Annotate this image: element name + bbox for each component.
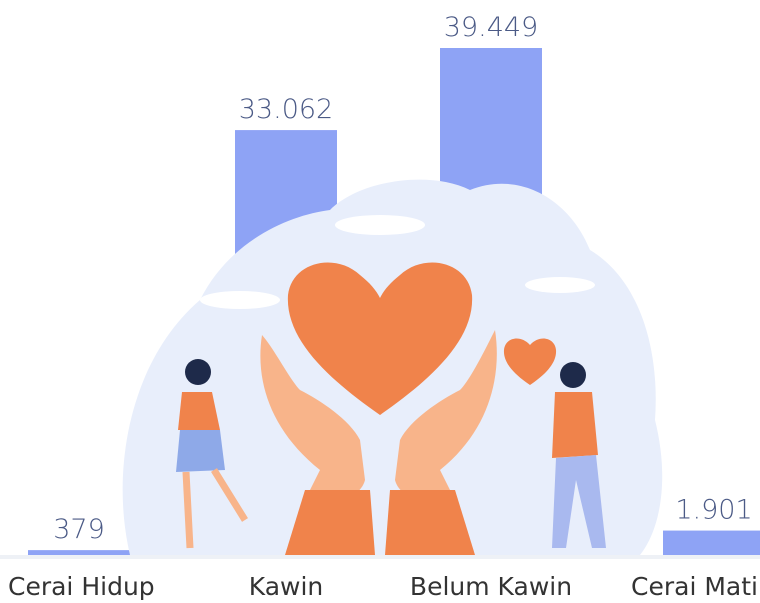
right-hand <box>395 330 497 499</box>
cloud <box>200 291 280 309</box>
x-tick-label: Cerai Hidup <box>8 572 155 601</box>
left-hand <box>260 335 365 499</box>
value-label: 39.449 <box>444 12 538 43</box>
cloud <box>335 215 425 235</box>
small-heart <box>503 338 557 385</box>
value-label: 379 <box>53 514 105 545</box>
woman-skirt <box>176 430 225 472</box>
woman-legs <box>182 468 248 549</box>
cloud <box>525 277 595 293</box>
bar <box>28 550 130 555</box>
man-head <box>560 362 586 388</box>
x-tick-label: Cerai Mati <box>631 572 758 601</box>
big-heart <box>287 262 473 415</box>
bar <box>663 530 760 555</box>
woman-head <box>185 359 211 385</box>
man-top <box>552 392 598 458</box>
illustration <box>0 179 760 559</box>
woman-top <box>178 392 220 430</box>
value-label: 1.901 <box>675 495 752 526</box>
x-tick-label: Kawin <box>249 572 324 601</box>
value-label: 33.062 <box>239 94 333 125</box>
man-legs <box>552 455 606 548</box>
x-tick-label: Belum Kawin <box>410 572 572 601</box>
baseline <box>0 555 760 559</box>
left-sleeve <box>285 490 375 555</box>
right-sleeve <box>385 490 475 555</box>
